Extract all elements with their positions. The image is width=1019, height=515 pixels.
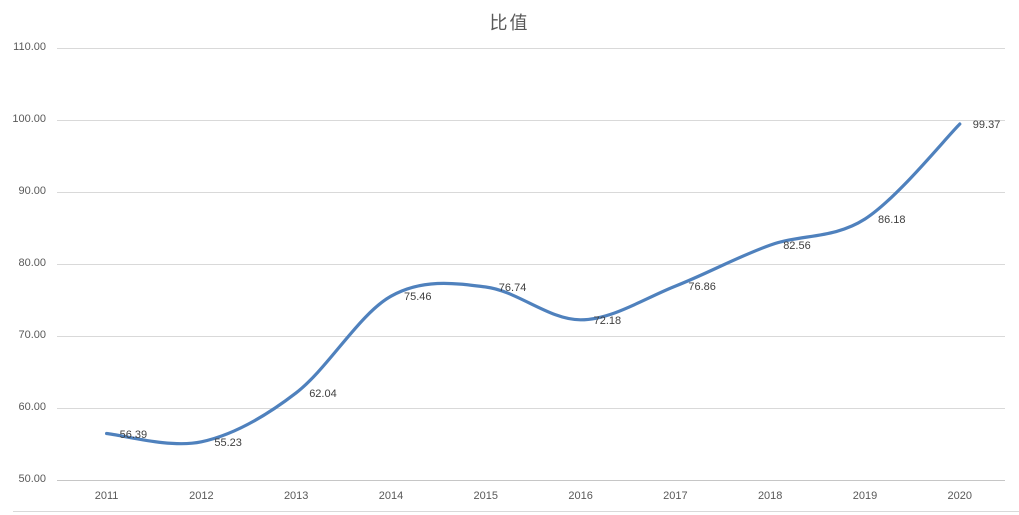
x-tick-label: 2013 [283,490,309,502]
data-label: 56.39 [119,428,148,441]
y-tick-label: 100.00 [12,113,46,125]
gridline [57,47,1005,49]
worksheet-row-divider [13,511,1019,512]
x-tick-label: 2018 [757,490,783,502]
series-line [105,122,962,446]
data-label: 75.46 [404,291,432,304]
y-tick-label: 80.00 [18,257,46,269]
y-tick-label: 60.00 [18,401,46,413]
data-label: 82.56 [783,240,811,253]
x-axis-line [57,479,1005,481]
data-label: 72.18 [593,314,622,327]
gridline [57,191,1005,193]
data-label: 76.74 [498,282,527,294]
data-label: 62.04 [309,387,337,400]
x-tick-label: 2011 [94,490,119,502]
x-tick-label: 2017 [663,490,688,502]
x-tick-label: 2019 [852,490,878,502]
y-tick-label: 90.00 [18,185,46,197]
data-label: 76.86 [688,281,716,294]
x-tick-label: 2014 [378,490,404,502]
data-label: 55.23 [214,436,242,449]
x-tick-label: 2016 [568,490,593,502]
gridline [57,407,1005,409]
data-label: 86.18 [878,214,906,226]
data-label: 99.37 [972,119,1001,131]
x-tick-label: 2020 [947,490,973,502]
gridline [57,335,1005,337]
gridline [57,119,1005,121]
chart-title: 比值 [489,13,530,33]
y-tick-label: 50.00 [18,473,46,485]
y-tick-label: 110.00 [13,41,46,53]
x-tick-label: 2012 [189,490,214,502]
y-tick-label: 70.00 [18,329,46,341]
gridline [57,263,1005,265]
x-tick-label: 2015 [473,490,499,502]
